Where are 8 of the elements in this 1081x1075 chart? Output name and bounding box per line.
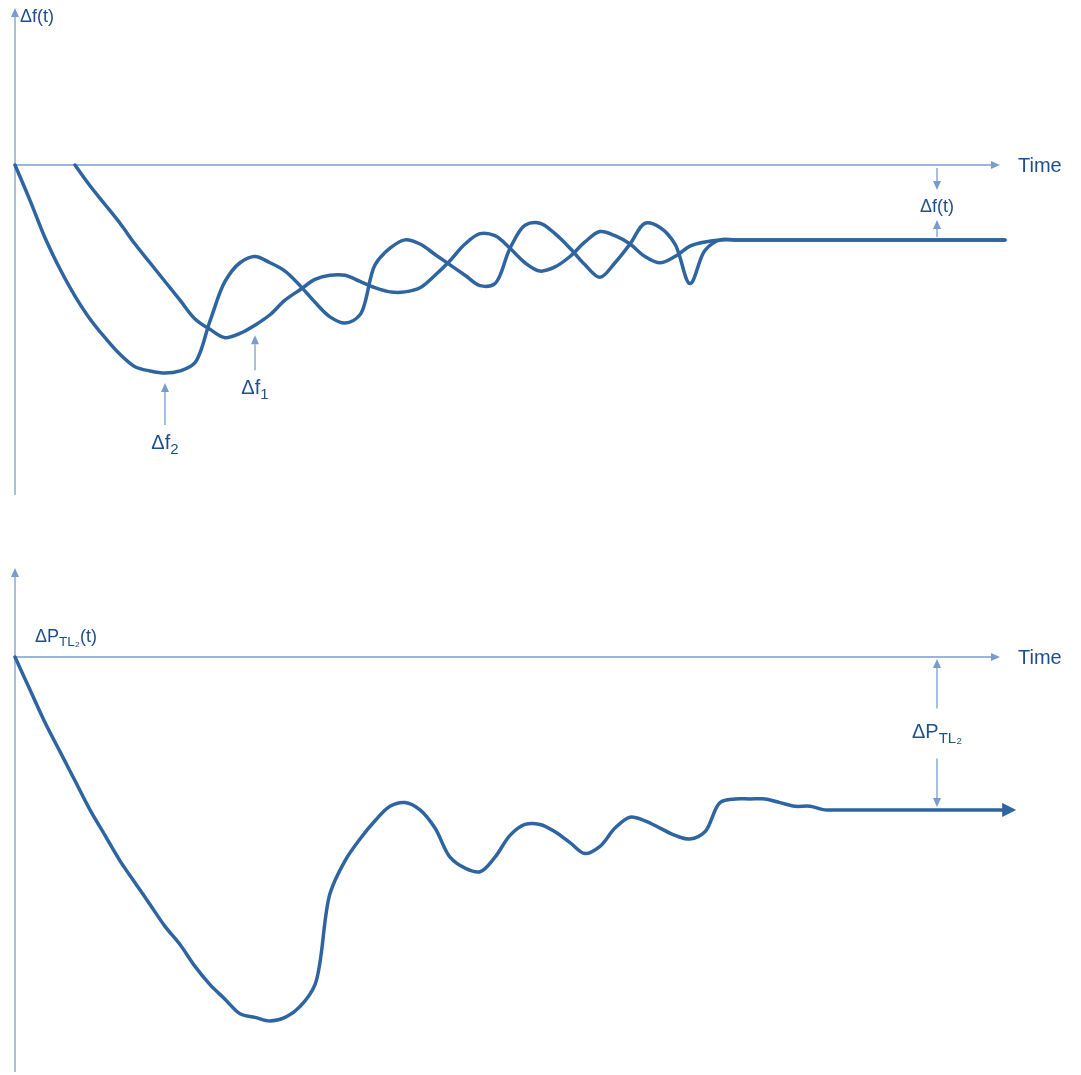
y-axis-title: ΔP$_{TL₂}$(t)	[35, 626, 98, 650]
annotation: Δf(t)	[919, 196, 955, 217]
text: Δf$_{1}$	[241, 376, 269, 402]
x-axis-title: Time	[1018, 154, 1062, 176]
annotation: ΔP$_{TL₂}$	[911, 720, 963, 746]
text: Δf$_{2}$	[151, 431, 179, 457]
x-axis-title: Time	[1018, 646, 1062, 668]
y-axis-title: Δf(t)	[20, 6, 55, 26]
